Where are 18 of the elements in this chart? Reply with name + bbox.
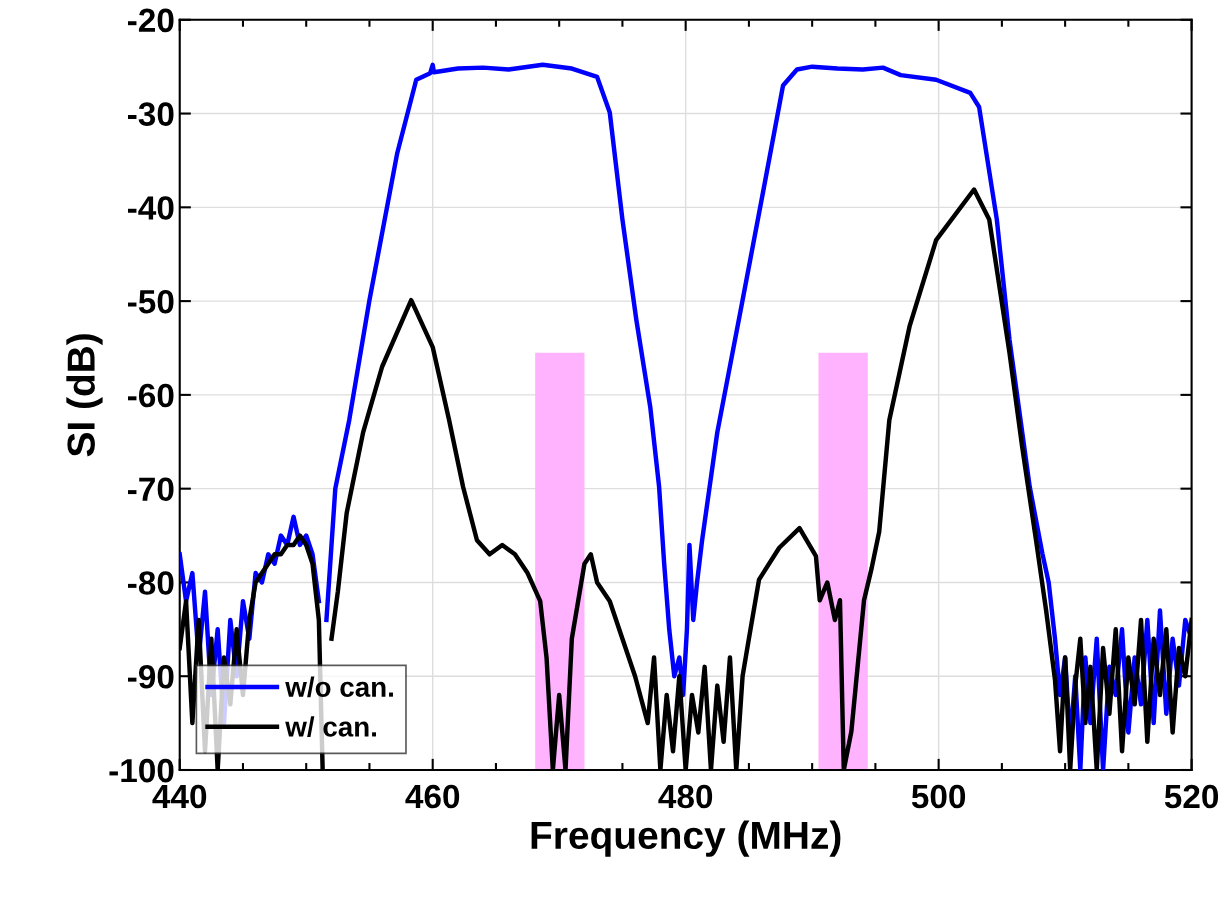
y-tick-label: -100 bbox=[109, 758, 174, 783]
x-tick-label: 520 bbox=[1164, 784, 1219, 809]
y-tick-label: -90 bbox=[128, 665, 174, 689]
x-tick-label: 500 bbox=[911, 784, 966, 809]
y-tick-label: -40 bbox=[128, 196, 174, 220]
x-axis-title: Frequency (MHz) bbox=[531, 820, 841, 857]
y-tick-label: -20 bbox=[128, 8, 174, 33]
x-tick-label: 440 bbox=[152, 784, 207, 809]
legend-label: w/o can. bbox=[285, 676, 393, 698]
y-tick-label: -60 bbox=[128, 383, 174, 408]
y-tick-label: -80 bbox=[128, 571, 174, 595]
y-axis-title: SI (dB) bbox=[66, 334, 103, 457]
y-tick-label: -50 bbox=[128, 289, 174, 314]
x-tick-label: 480 bbox=[658, 784, 713, 809]
x-tick-label: 460 bbox=[405, 784, 460, 809]
y-tick-label: -70 bbox=[128, 477, 174, 502]
y-tick-label: -30 bbox=[128, 102, 174, 127]
legend-label: w/ can. bbox=[285, 716, 376, 738]
